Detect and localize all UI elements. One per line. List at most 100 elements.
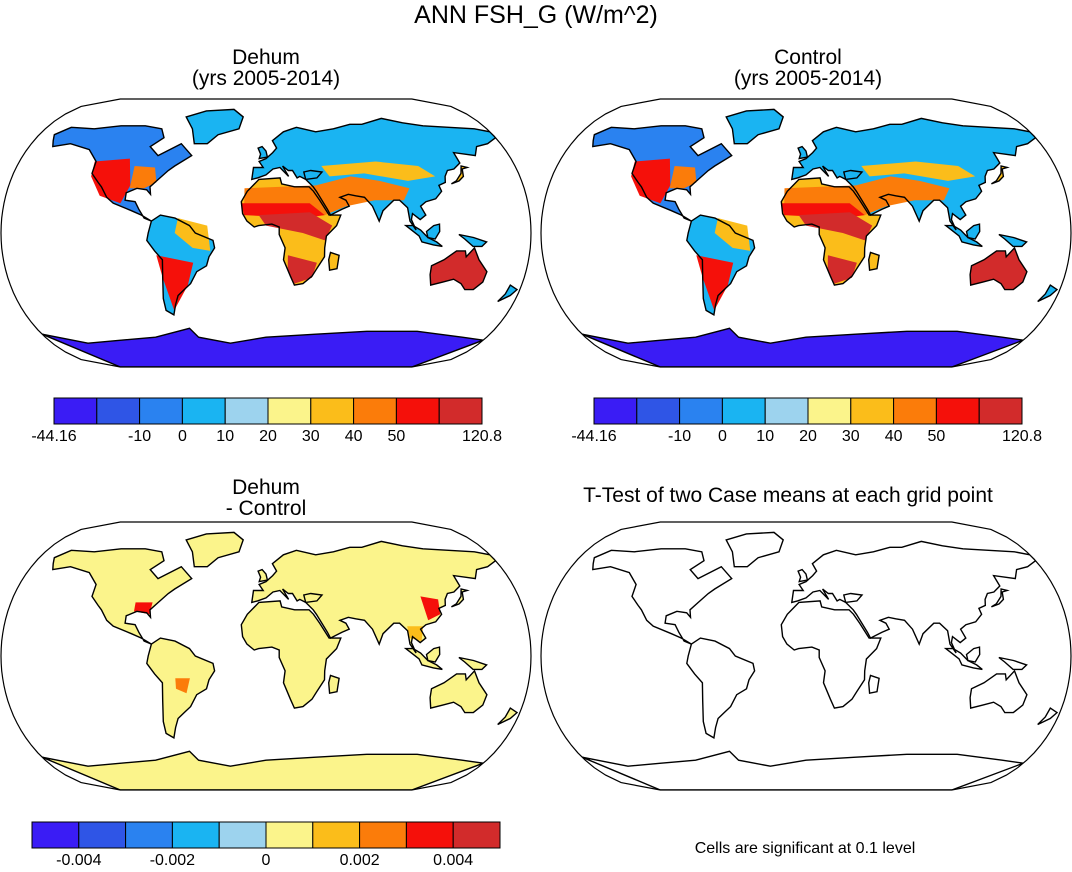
land-madagascar [328,252,340,271]
colorbar-tick-label: 10 [756,428,775,445]
figure-title: ANN FSH_G (W/m^2) [414,1,658,29]
coastline-newguinea [998,656,1028,671]
coastline-australia [429,669,488,714]
coastline-eurasia [790,117,1037,231]
land-newguinea [458,657,487,670]
coastline-africa [780,177,882,286]
land-australia [430,247,487,290]
panel-title-dehum-line2: (yrs 2005-2014) [191,67,341,90]
panel-title-dehum-line1: Dehum [232,46,300,69]
coastline-borneo [425,646,441,663]
value-patch [714,218,751,251]
colorbar-tick-label: -44.16 [31,428,77,445]
land-greenland [726,109,784,144]
coastline-africa [780,600,882,709]
value-patch [420,596,441,621]
coastline-japan [991,588,1010,608]
colorbar-swatch [935,397,980,425]
map-land [41,108,519,367]
colorbar-swatch [452,821,501,849]
panel-title-control-line1: Control [774,46,842,69]
coastline-africa [240,177,342,286]
panel-title-difference-line1: Dehum [232,476,300,499]
land-newguinea [998,657,1027,670]
land-newguinea [458,234,487,247]
coastline-newzealand [497,284,519,303]
coastline-borneo [965,646,981,663]
land-australia [970,247,1027,290]
colorbar-tick-label: -10 [128,428,152,445]
value-patch [827,255,857,284]
coastline-madagascar [327,251,340,272]
panel-title-control-line2: (yrs 2005-2014) [733,67,883,90]
colorbar-tick-label: 10 [216,428,235,445]
colorbar-swatch [53,397,98,425]
coastline-australia [969,246,1028,291]
colorbar-swatch [218,821,267,849]
coastline-namerica [52,125,193,222]
coastline-japan [451,165,470,185]
map-control [540,98,1072,368]
value-patch [407,626,424,642]
colorbar-tick-label: -0.004 [56,852,102,869]
map-dehum [0,98,532,368]
coastline-greenland [725,108,785,145]
land-indonesia [945,648,983,670]
map-border [540,521,1072,791]
coastline-greenland [725,531,785,568]
coastline-greenland [185,108,245,145]
land-newguinea [998,234,1027,247]
coastline-antarctica [41,327,484,367]
map-border [0,521,532,791]
coastline-indonesia [403,647,443,671]
value-patch [321,161,436,181]
coastline-japan [451,588,470,608]
land-borneo [966,647,980,662]
land-madagascar [868,252,880,271]
colorbar-tick-label: 120.8 [1001,428,1043,445]
land-namerica [592,548,732,645]
coastline-uk [257,145,269,160]
land-eurasia [791,541,1036,653]
colorbar-swatch [96,397,141,425]
land-africa [241,600,341,709]
colorbar-tick-label: 0 [261,852,271,869]
coastline-indonesia [943,647,983,671]
land-indonesia [405,648,443,670]
value-patch [798,212,873,241]
value-patch [91,158,131,204]
land-africa [781,600,881,709]
colorbar-tick-label: 0.004 [433,852,474,869]
colorbar-swatch [850,397,895,425]
colorbar-swatch [78,821,127,849]
panel-title-dehum: Dehum (yrs 2005-2014) [116,47,416,89]
colorbar-swatch [181,397,226,425]
colorbar-swatch [721,397,766,425]
coastline-australia [969,669,1028,714]
value-patch [631,158,671,204]
map-border [540,98,1072,368]
land-greenland [186,109,244,144]
coastline-newguinea [458,233,488,248]
colorbar-swatch [267,397,312,425]
coastline-newguinea [458,656,488,671]
land-indonesia [945,225,983,247]
colorbar-tick-label: 0 [717,428,727,445]
value-patch [156,255,194,311]
coastline-uk [797,145,809,160]
colorbar-swatch [139,397,183,425]
coastline-antarctica [581,327,1024,367]
value-patch [696,255,734,311]
colorbar-tick-label: 0.002 [339,852,380,869]
colorbar-swatches [53,397,483,425]
map-border [0,98,532,368]
value-patch [287,255,317,284]
value-patch [129,166,157,189]
land-greenland [186,532,244,567]
colorbar-tick-label: 30 [841,428,860,445]
coastline-africa [240,600,342,709]
colorbar-tick-label: 0 [177,428,187,445]
colorbar-swatch [171,821,220,849]
value-patch [258,212,333,241]
colorbar-tick-label: 30 [301,428,320,445]
